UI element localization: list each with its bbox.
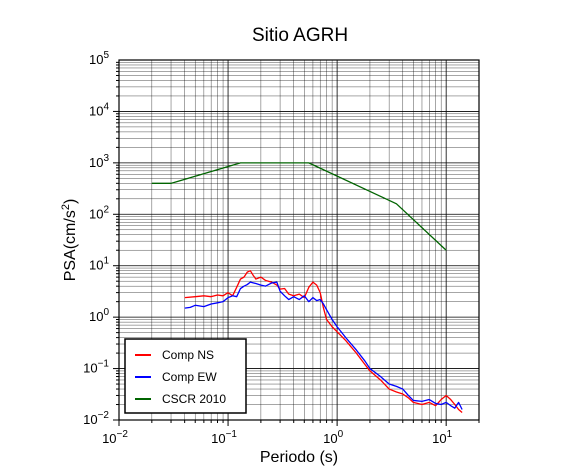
series-line-2 xyxy=(151,162,447,251)
y-tick-label-exponent: 3 xyxy=(103,153,109,164)
y-tick-label-exponent: 4 xyxy=(103,101,109,112)
y-axis-label-superscript: 2 xyxy=(60,204,72,210)
x-tick-label: 101 xyxy=(432,429,452,446)
x-tick-label-exponent: −2 xyxy=(117,429,129,440)
y-axis-label-main: PSA(cm/s xyxy=(62,210,79,281)
y-tick-label-base: 10 xyxy=(83,412,97,427)
x-tick-label-exponent: 0 xyxy=(338,429,344,440)
series-line-0 xyxy=(184,270,463,413)
y-tick-label: 103 xyxy=(89,153,109,170)
y-tick-label-exponent: −2 xyxy=(98,410,110,421)
x-tick-label-base: 10 xyxy=(102,431,116,446)
y-axis-label: PSA(cm/s2) xyxy=(60,199,79,282)
x-tick-label-exponent: −1 xyxy=(226,429,238,440)
y-tick-label-exponent: 2 xyxy=(103,204,109,215)
y-tick-label-base: 10 xyxy=(89,155,103,170)
y-axis-label-tail: ) xyxy=(62,199,79,204)
legend-items: Comp NS Comp EW CSCR 2010 xyxy=(135,348,226,406)
y-tick-label-exponent: −1 xyxy=(98,359,110,370)
plot-area-frame xyxy=(118,59,480,421)
x-tick-label: 100 xyxy=(323,429,343,446)
y-tick-label: 102 xyxy=(89,204,109,221)
y-tick-label-exponent: 1 xyxy=(103,256,109,267)
x-axis-label: Periodo (s) xyxy=(260,449,338,466)
y-tick-label-base: 10 xyxy=(89,103,103,118)
y-tick-label: 105 xyxy=(89,50,109,67)
y-tick-label-exponent: 5 xyxy=(103,50,109,61)
x-tick-label: 10−2 xyxy=(102,429,128,446)
x-tick-label-base: 10 xyxy=(323,431,337,446)
data-series xyxy=(151,162,463,413)
legend-label-2: CSCR 2010 xyxy=(162,392,226,406)
y-tick-label-base: 10 xyxy=(89,258,103,273)
y-tick-label-exponent: 0 xyxy=(103,307,109,318)
x-tick-label-base: 10 xyxy=(211,431,225,446)
y-tick-label-base: 10 xyxy=(83,361,97,376)
chart-title: Sitio AGRH xyxy=(252,25,348,46)
series-line-1 xyxy=(184,281,463,410)
y-tick-label-base: 10 xyxy=(89,206,103,221)
y-tick-label: 10−2 xyxy=(83,410,109,427)
legend-label-1: Comp EW xyxy=(162,370,217,384)
y-tick-label-base: 10 xyxy=(89,52,103,67)
x-tick-label-exponent: 1 xyxy=(447,429,453,440)
x-tick-label: 10−1 xyxy=(211,429,237,446)
legend: Comp NS Comp EW CSCR 2010 xyxy=(124,338,247,414)
legend-label-0: Comp NS xyxy=(162,348,214,362)
y-tick-label: 10−1 xyxy=(83,359,109,376)
y-tick-label: 101 xyxy=(89,256,109,273)
y-tick-label-base: 10 xyxy=(89,309,103,324)
y-tick-label: 104 xyxy=(89,101,109,118)
x-tick-label-base: 10 xyxy=(432,431,446,446)
y-tick-label: 100 xyxy=(89,307,109,324)
